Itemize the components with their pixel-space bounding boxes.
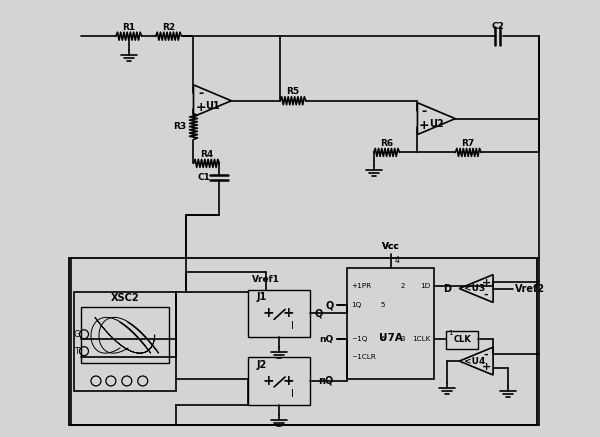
- Text: +: +: [282, 306, 294, 320]
- Text: +: +: [282, 374, 294, 388]
- Text: R2: R2: [162, 23, 175, 32]
- Text: 1: 1: [448, 330, 453, 336]
- Text: +: +: [482, 362, 491, 372]
- Bar: [347, 268, 434, 379]
- Text: T: T: [74, 347, 80, 356]
- Text: Vref2: Vref2: [515, 284, 545, 294]
- Text: C1: C1: [197, 173, 210, 182]
- Text: <U4: <U4: [464, 357, 485, 366]
- Text: 2: 2: [400, 283, 405, 288]
- Text: Vcc: Vcc: [382, 243, 400, 251]
- Bar: [248, 290, 310, 337]
- Text: C2: C2: [491, 22, 504, 31]
- Text: -: -: [198, 87, 203, 101]
- Bar: [248, 357, 310, 405]
- Text: <U3: <U3: [464, 284, 485, 293]
- Bar: [81, 308, 169, 363]
- Text: -: -: [484, 290, 488, 299]
- Text: 1Q: 1Q: [351, 302, 361, 309]
- Text: R1: R1: [122, 23, 136, 32]
- Text: ~1Q: ~1Q: [351, 336, 367, 342]
- Text: +: +: [195, 101, 206, 114]
- Text: J1: J1: [257, 292, 268, 302]
- Bar: [446, 331, 478, 349]
- Text: I: I: [290, 321, 293, 331]
- Text: 3: 3: [400, 336, 405, 342]
- Text: Vcc: Vcc: [382, 243, 400, 251]
- Bar: [69, 258, 537, 425]
- Text: R5: R5: [286, 87, 299, 96]
- Text: +1PR: +1PR: [351, 283, 371, 288]
- Text: 1D: 1D: [420, 283, 430, 288]
- Text: 6: 6: [380, 336, 385, 342]
- Text: CLK: CLK: [454, 335, 471, 344]
- Text: I: I: [290, 389, 293, 399]
- Text: U2: U2: [429, 118, 443, 128]
- Text: 1CLK: 1CLK: [412, 336, 430, 342]
- Text: U1: U1: [205, 101, 220, 111]
- Text: R6: R6: [380, 139, 393, 148]
- Text: G: G: [74, 330, 80, 339]
- Text: +: +: [419, 119, 430, 132]
- Text: +: +: [262, 306, 274, 320]
- Text: 5: 5: [380, 302, 385, 309]
- Text: Vref1: Vref1: [252, 275, 280, 284]
- Text: ~1CLR: ~1CLR: [351, 354, 376, 360]
- Text: Q: Q: [315, 309, 323, 319]
- Text: D: D: [443, 284, 451, 294]
- Text: XSC2: XSC2: [110, 294, 139, 303]
- Text: R7: R7: [461, 139, 475, 148]
- Text: R4: R4: [200, 150, 213, 159]
- Text: nQ: nQ: [318, 376, 333, 386]
- Text: J2: J2: [257, 360, 268, 370]
- Text: Q: Q: [326, 301, 334, 310]
- Text: -: -: [484, 350, 488, 360]
- Text: +: +: [482, 277, 491, 288]
- Text: nQ: nQ: [320, 335, 334, 344]
- Text: +: +: [262, 374, 274, 388]
- Text: 4: 4: [395, 256, 400, 265]
- Text: -: -: [422, 105, 427, 118]
- Text: U7A: U7A: [379, 333, 403, 343]
- Bar: [74, 291, 176, 391]
- Text: R3: R3: [173, 122, 186, 131]
